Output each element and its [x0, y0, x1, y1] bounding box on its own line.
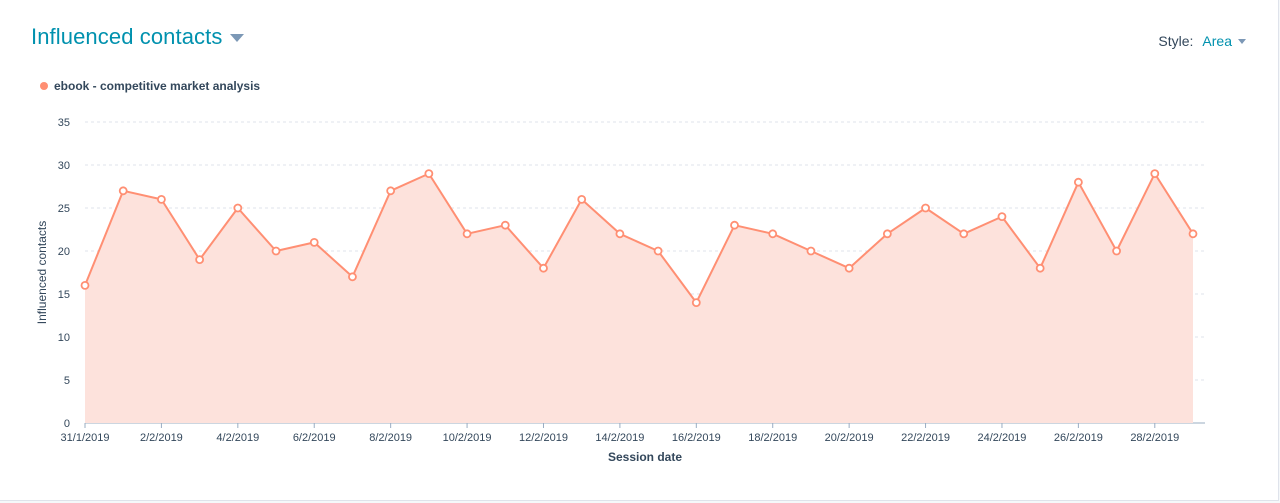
- y-tick-label: 35: [58, 117, 70, 129]
- x-tick-label: 31/1/2019: [61, 432, 110, 444]
- legend-label: ebook - competitive market analysis: [54, 79, 261, 93]
- data-point: [653, 246, 663, 256]
- x-tick-label: 20/2/2019: [825, 432, 874, 444]
- data-point: [386, 186, 396, 196]
- x-tick-label: 28/2/2019: [1130, 432, 1179, 444]
- x-tick-label: 6/2/2019: [293, 432, 336, 444]
- x-tick-label: 10/2/2019: [443, 432, 492, 444]
- data-point: [577, 194, 587, 204]
- style-control: Style: Area: [1158, 33, 1246, 49]
- x-tick-label: 12/2/2019: [519, 432, 568, 444]
- y-tick-label: 25: [58, 203, 70, 215]
- data-point: [424, 169, 434, 179]
- data-point: [1073, 177, 1083, 187]
- x-tick-label: 8/2/2019: [369, 432, 412, 444]
- legend-item[interactable]: ebook - competitive market analysis: [40, 79, 260, 93]
- data-point: [806, 246, 816, 256]
- y-tick-label: 0: [64, 418, 70, 430]
- report-title: Influenced contacts: [31, 24, 223, 49]
- data-point: [348, 272, 357, 282]
- data-point: [80, 280, 90, 290]
- data-point: [615, 229, 625, 239]
- y-tick-label: 15: [58, 289, 70, 301]
- x-tick-label: 4/2/2019: [216, 432, 259, 444]
- data-points: [80, 169, 1198, 308]
- data-point: [233, 203, 243, 213]
- data-point: [1150, 169, 1160, 179]
- style-value: Area: [1202, 33, 1232, 49]
- series-line: [84, 172, 1194, 304]
- y-tick-label: 20: [58, 246, 70, 258]
- caret-down-icon: [230, 34, 245, 42]
- style-dropdown[interactable]: Area: [1202, 33, 1246, 49]
- x-tick-label: 18/2/2019: [748, 432, 797, 444]
- x-axis-title: Session date: [608, 450, 682, 464]
- report-title-dropdown[interactable]: Influenced contacts: [31, 24, 245, 50]
- data-point: [921, 203, 930, 213]
- legend-marker: [40, 82, 48, 90]
- data-point: [118, 186, 128, 196]
- data-point: [157, 194, 166, 204]
- y-tick-label: 5: [64, 375, 70, 387]
- data-point: [997, 212, 1007, 222]
- x-tick-label: 2/2/2019: [140, 432, 183, 444]
- series-area: [85, 173, 1193, 423]
- y-axis: 0 5 10 15 20 25 30 35: [58, 117, 70, 430]
- y-axis-title: Influenced contacts: [35, 221, 49, 324]
- data-point: [1188, 229, 1198, 239]
- x-tick-label: 16/2/2019: [672, 432, 721, 444]
- style-label: Style:: [1158, 33, 1194, 49]
- y-tick-label: 10: [58, 332, 70, 344]
- y-tick-label: 30: [58, 160, 70, 172]
- data-point: [882, 229, 892, 239]
- data-point: [500, 220, 510, 230]
- x-axis: 31/1/2019 2/2/2019 4/2/2019 6/2/2019 8/2/201…: [61, 422, 1205, 444]
- data-point: [768, 229, 778, 239]
- data-point: [1035, 263, 1045, 273]
- data-point: [844, 263, 854, 273]
- data-point: [195, 255, 205, 265]
- x-tick-label: 22/2/2019: [901, 432, 950, 444]
- data-point: [462, 229, 472, 239]
- x-tick-label: 14/2/2019: [595, 432, 644, 444]
- data-point: [691, 298, 701, 308]
- data-point: [539, 263, 548, 273]
- data-point: [959, 229, 969, 239]
- data-point: [1112, 246, 1121, 256]
- data-point: [271, 246, 281, 256]
- caret-down-icon: [1238, 39, 1246, 44]
- data-point: [730, 220, 739, 230]
- x-tick-label: 26/2/2019: [1054, 432, 1103, 444]
- data-point: [309, 237, 319, 247]
- x-tick-label: 24/2/2019: [977, 432, 1026, 444]
